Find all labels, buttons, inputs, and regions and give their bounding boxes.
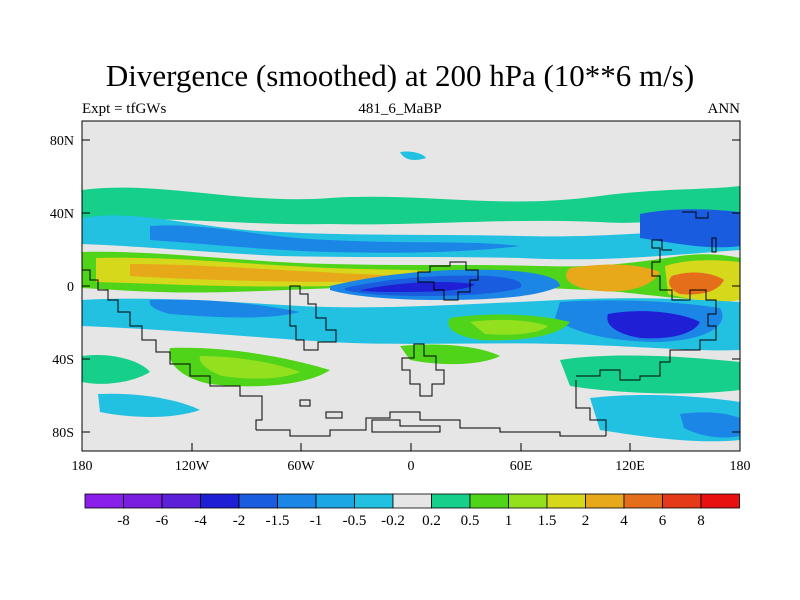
contour-sh-west-green xyxy=(82,354,150,384)
contour-sh-lightgreen xyxy=(470,319,548,335)
colorbar-swatch xyxy=(431,493,471,509)
colorbar-swatch xyxy=(585,493,625,509)
coastline-ice-shelf xyxy=(371,419,441,433)
plot-title: Divergence (smoothed) at 200 hPa (10**6 … xyxy=(105,58,695,93)
contour-sh-blue-max xyxy=(607,311,700,339)
colorbar-label: 1.5 xyxy=(538,513,557,529)
colorbar-label: -8 xyxy=(117,513,130,529)
colorbar-swatch xyxy=(354,493,394,509)
colorbar-label: 4 xyxy=(620,513,628,529)
contour-sh-mid-lightgreen xyxy=(199,356,300,379)
coastline-east-asia xyxy=(682,211,709,219)
latitude-axis: 80N 40N 0 40S 80S xyxy=(50,134,74,441)
colorbar-label: -0.5 xyxy=(343,513,367,529)
contour-eq-orange xyxy=(130,264,430,282)
coastline-japan xyxy=(711,237,717,253)
contour-nh-band xyxy=(82,186,740,225)
contour-sh-blue-west xyxy=(149,299,300,318)
colorbar-label: -0.2 xyxy=(381,513,405,529)
coastline-islet xyxy=(299,399,311,407)
lat-label: 40S xyxy=(52,353,74,368)
colorbar-swatch xyxy=(315,493,355,509)
divergence-field xyxy=(82,121,740,451)
colorbar-label: -4 xyxy=(194,513,207,529)
contour-south-blue-core xyxy=(680,412,740,438)
experiment-label: Expt = tfGWs xyxy=(82,101,167,117)
colorbar-swatch xyxy=(200,493,240,509)
lat-label: 80N xyxy=(50,134,74,149)
colorbar-label: 1 xyxy=(505,513,513,529)
continent-outlines xyxy=(82,211,717,437)
coastline-south-america xyxy=(289,285,337,351)
coastline-island xyxy=(325,411,343,419)
colorbar-label: -2 xyxy=(233,513,246,529)
case-label: 481_6_MaBP xyxy=(358,101,442,117)
lon-label: 180 xyxy=(730,459,751,474)
colorbar-label: -1 xyxy=(310,513,323,529)
contour-nh-blue xyxy=(82,215,740,260)
colorbar-label: -1.5 xyxy=(266,513,290,529)
longitude-axis: 180 120W 60W 0 60E 120E 180 xyxy=(72,459,751,474)
colorbar-swatch xyxy=(238,493,278,509)
lon-label: 60E xyxy=(510,459,533,474)
coastline-asia-australia xyxy=(576,239,717,381)
colorbar-swatch xyxy=(277,493,317,509)
colorbar-swatch xyxy=(546,493,586,509)
lat-label: 80S xyxy=(52,426,74,441)
colorbar-swatch xyxy=(623,493,663,509)
contour-nh-blue-core xyxy=(150,225,520,253)
lat-label: 0 xyxy=(67,280,74,295)
colorbar-swatch xyxy=(469,493,509,509)
contour-eq-orange-east xyxy=(566,264,660,292)
colorbar-swatch xyxy=(123,493,163,509)
contour-north-patch xyxy=(400,151,426,160)
contour-eq-blue-max xyxy=(360,282,475,292)
coastline-australia-south xyxy=(575,380,607,436)
colorbar-swatch xyxy=(662,493,702,509)
lon-label: 60W xyxy=(287,459,315,474)
coastline-antarctica xyxy=(256,411,606,437)
colorbar: -8 -6 -4 -2 -1.5 -1 -0.5 -0.2 0.2 0.5 1 1.5 2 4 6 8 xyxy=(84,493,740,529)
lon-label: 120W xyxy=(175,459,210,474)
colorbar-label: -6 xyxy=(156,513,169,529)
colorbar-label: 6 xyxy=(659,513,667,529)
contour-sh-center-green xyxy=(400,344,500,365)
coastline-america-west xyxy=(82,269,263,430)
colorbar-swatch xyxy=(161,493,201,509)
contour-sh-east-green xyxy=(560,355,740,394)
colorbar-label: 0.5 xyxy=(461,513,480,529)
colorbar-label: 0.2 xyxy=(422,513,441,529)
lat-label: 40N xyxy=(50,207,74,222)
colorbar-label: 8 xyxy=(697,513,705,529)
colorbar-label: 2 xyxy=(582,513,590,529)
colorbar-swatch xyxy=(508,493,548,509)
lon-label: 120E xyxy=(615,459,645,474)
colorbar-swatch xyxy=(700,493,740,509)
coastline-africa-north xyxy=(417,261,479,301)
tick-marks xyxy=(81,139,741,451)
contour-eq-peak xyxy=(669,272,724,295)
season-label: ANN xyxy=(707,101,741,117)
contour-southwest-blue xyxy=(98,393,200,417)
lon-label: 0 xyxy=(408,459,415,474)
colorbar-swatch xyxy=(84,493,124,509)
colorbar-swatch xyxy=(392,493,432,509)
lon-label: 180 xyxy=(72,459,93,474)
coastline-africa-south xyxy=(401,343,445,397)
